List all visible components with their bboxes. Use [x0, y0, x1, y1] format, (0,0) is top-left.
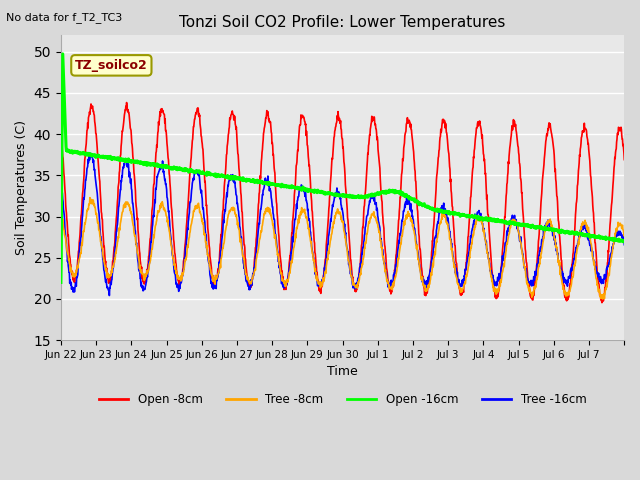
Legend: Open -8cm, Tree -8cm, Open -16cm, Tree -16cm: Open -8cm, Tree -8cm, Open -16cm, Tree -… — [94, 388, 591, 410]
X-axis label: Time: Time — [327, 365, 358, 378]
Text: TZ_soilco2: TZ_soilco2 — [75, 59, 148, 72]
Y-axis label: Soil Temperatures (C): Soil Temperatures (C) — [15, 120, 28, 255]
Text: No data for f_T2_TC3: No data for f_T2_TC3 — [6, 12, 123, 23]
Title: Tonzi Soil CO2 Profile: Lower Temperatures: Tonzi Soil CO2 Profile: Lower Temperatur… — [179, 15, 506, 30]
